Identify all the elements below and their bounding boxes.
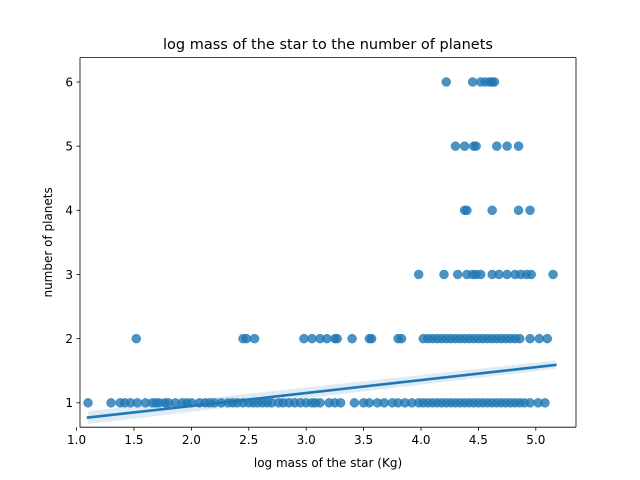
x-tick-label: 4.0 bbox=[411, 433, 430, 447]
data-point bbox=[439, 269, 449, 280]
x-axis-ticks: 1.0 1.5 2.0 2.5 3.0 3.5 4.0 4.5 5.0 bbox=[67, 427, 545, 447]
data-point bbox=[525, 398, 535, 408]
y-tick-label: 4 bbox=[65, 204, 73, 218]
data-point bbox=[413, 269, 424, 280]
x-tick-label: 3.0 bbox=[297, 433, 316, 447]
data-points-layer bbox=[83, 77, 558, 408]
data-point bbox=[441, 77, 452, 87]
data-point bbox=[450, 141, 461, 151]
data-point bbox=[106, 398, 116, 408]
data-point bbox=[467, 77, 478, 87]
data-point bbox=[132, 398, 143, 408]
data-point bbox=[366, 333, 377, 344]
data-point bbox=[487, 205, 497, 216]
data-point bbox=[462, 205, 472, 216]
x-tick-label: 1.5 bbox=[124, 433, 143, 447]
data-point bbox=[307, 333, 317, 344]
x-tick-label: 5.0 bbox=[526, 433, 545, 447]
data-point bbox=[534, 333, 545, 344]
data-point bbox=[249, 333, 260, 344]
data-point bbox=[396, 333, 407, 344]
data-point bbox=[513, 205, 524, 216]
data-point bbox=[502, 141, 512, 151]
x-axis-label: log mass of the star (Kg) bbox=[254, 456, 402, 470]
data-point bbox=[131, 333, 142, 344]
data-point bbox=[299, 333, 309, 344]
data-point bbox=[526, 269, 536, 280]
data-point bbox=[459, 141, 470, 151]
x-tick-label: 3.5 bbox=[354, 433, 373, 447]
data-point bbox=[548, 269, 558, 280]
data-point bbox=[322, 333, 332, 344]
y-tick-label: 6 bbox=[65, 75, 73, 89]
x-tick-label: 2.5 bbox=[239, 433, 258, 447]
data-point bbox=[514, 333, 525, 344]
data-point bbox=[347, 333, 357, 344]
data-point bbox=[492, 141, 502, 151]
data-point bbox=[489, 77, 500, 87]
data-point bbox=[379, 398, 390, 408]
x-tick-label: 4.5 bbox=[469, 433, 488, 447]
data-point bbox=[452, 269, 463, 280]
data-point bbox=[525, 333, 535, 344]
regression-line bbox=[86, 363, 557, 420]
data-point bbox=[335, 398, 346, 408]
data-point bbox=[542, 333, 553, 344]
data-point bbox=[525, 205, 535, 216]
x-tick-label: 2.0 bbox=[182, 433, 201, 447]
x-tick-label: 1.0 bbox=[67, 433, 86, 447]
data-point bbox=[540, 398, 550, 408]
data-point bbox=[502, 269, 512, 280]
regression-line-layer bbox=[86, 363, 557, 420]
data-point bbox=[315, 398, 325, 408]
chart-title: log mass of the star to the number of pl… bbox=[163, 37, 493, 53]
y-tick-label: 1 bbox=[65, 396, 73, 410]
data-point bbox=[332, 333, 342, 344]
data-point bbox=[475, 269, 486, 280]
plot-area bbox=[80, 57, 576, 428]
data-point bbox=[349, 398, 360, 408]
data-point bbox=[494, 269, 504, 280]
y-axis-label: number of planets bbox=[41, 187, 55, 297]
data-point bbox=[83, 398, 93, 408]
data-point bbox=[471, 141, 481, 151]
data-point bbox=[241, 333, 252, 344]
y-axis-ticks: 1 2 3 4 5 6 bbox=[65, 75, 80, 410]
data-point bbox=[364, 398, 375, 408]
data-point bbox=[513, 141, 524, 151]
y-tick-label: 5 bbox=[65, 139, 73, 153]
y-tick-label: 3 bbox=[65, 268, 73, 282]
axes-frame bbox=[79, 57, 577, 428]
y-tick-label: 2 bbox=[65, 332, 73, 346]
